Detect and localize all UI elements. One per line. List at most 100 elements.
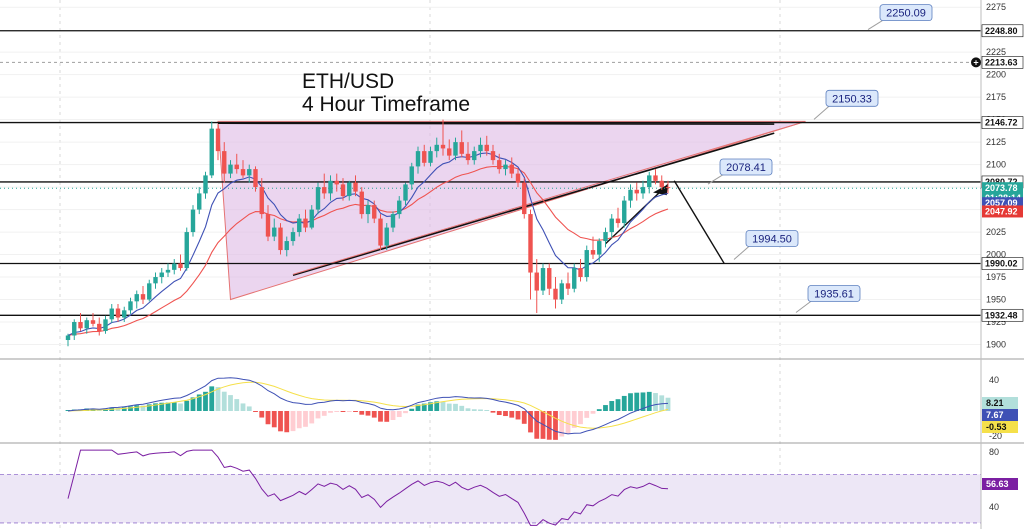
candle-body-15	[159, 272, 164, 278]
candle-layer	[65, 119, 671, 347]
macd-histogram-bar-77	[546, 411, 552, 440]
macd-histogram-bar-95	[659, 395, 665, 411]
candle-18	[178, 254, 183, 271]
rsi-value-badge: 56.63	[982, 478, 1018, 490]
macd-signal-badge-label: -0.53	[986, 422, 1007, 432]
candle-body-45	[347, 182, 352, 197]
macd-histogram-bar-82	[578, 411, 583, 425]
candle-49	[372, 200, 377, 224]
macd-value-badge: 7.67	[982, 409, 1018, 421]
candle-body-33	[272, 227, 277, 237]
candle-78	[553, 277, 558, 309]
price-tick-label-1: 1925	[986, 317, 1006, 327]
candle-21	[197, 187, 202, 215]
candle-body-0	[65, 335, 71, 341]
price-tick-label-14: 2275	[986, 2, 1006, 12]
candle-69	[497, 153, 502, 174]
macd-histogram-bar-31	[259, 411, 265, 418]
candle-39	[309, 205, 314, 230]
candle-body-77	[547, 268, 552, 289]
macd-histogram-bar-46	[353, 411, 358, 412]
candle-body-12	[140, 294, 146, 300]
price-badge-4: 1990.02	[981, 257, 1024, 270]
price-badge-1: 2213.63	[981, 56, 1024, 69]
candle-body-57	[422, 151, 427, 163]
ema-fast-badge-label: 2057.09	[985, 198, 1018, 208]
macd-histogram-bar-26	[228, 395, 233, 411]
candle-body-7	[109, 308, 114, 320]
macd-histogram-bar-57	[421, 403, 427, 411]
candle-37	[297, 214, 302, 237]
candle-body-36	[290, 232, 296, 242]
candle-body-84	[590, 250, 596, 255]
chart-subtitle: 4 Hour Timeframe	[302, 93, 470, 116]
candle-body-76	[540, 268, 546, 291]
candle-body-37	[297, 218, 302, 233]
candle-68	[490, 144, 496, 165]
macd-histogram-bar-10	[128, 406, 133, 411]
candle-65	[472, 146, 477, 165]
candle-0	[65, 333, 71, 347]
macd-histogram-bar-60	[440, 401, 446, 411]
macd-histogram-bar-49	[371, 411, 377, 418]
candle-38	[303, 209, 308, 233]
candle-body-6	[103, 319, 108, 332]
callout-box-3	[745, 230, 799, 247]
callout-layer: 2250.09 2150.33 2078.41 1994.50 1935.61	[707, 4, 933, 313]
candle-15	[159, 268, 164, 284]
candle-body-62	[453, 142, 458, 156]
rsi-tick-label-0: 80	[989, 447, 999, 457]
candle-body-25	[222, 151, 227, 174]
price-badge-1-box	[981, 56, 1024, 69]
macd-histogram-bar-47	[359, 411, 365, 415]
macd-histogram-bar-22	[203, 391, 208, 411]
candle-body-21	[197, 193, 202, 210]
triangle-support-edge	[292, 120, 806, 275]
candle-10	[128, 297, 133, 314]
price-tick-label-12: 2200	[986, 70, 1006, 80]
candle-body-14	[153, 277, 158, 284]
macd-tick-label-0: 40	[989, 375, 999, 385]
candle-14	[153, 272, 158, 289]
candle-91	[634, 182, 639, 201]
candle-54	[403, 182, 408, 206]
candle-2	[78, 313, 83, 332]
ema-slow-badge-label: 2047.92	[985, 206, 1018, 216]
macd-histogram-bar-29	[246, 406, 252, 411]
macd-histogram-bar-84	[590, 411, 596, 414]
candle-body-40	[315, 187, 321, 210]
candle-body-23	[209, 128, 214, 176]
macd-histogram-bar-55	[409, 408, 415, 411]
candle-body-92	[640, 187, 646, 194]
macd-histogram-bar-85	[596, 409, 602, 411]
macd-histogram-bar-19	[184, 400, 190, 411]
candle-body-9	[122, 310, 127, 318]
candle-45	[347, 180, 352, 201]
macd-signal-badge: -0.53	[982, 421, 1018, 433]
macd-histogram-bar-86	[603, 405, 608, 411]
candle-31	[259, 178, 264, 219]
macd-histogram-bar-61	[446, 403, 452, 411]
candle-66	[478, 137, 483, 158]
candle-body-47	[359, 191, 364, 215]
candle-body-50	[378, 218, 383, 246]
callout-4: 1935.61	[795, 285, 861, 313]
price-badge-2: 2146.72	[981, 116, 1024, 129]
macd-histogram-bar-94	[653, 393, 658, 411]
callout-label-3: 1994.50	[752, 234, 792, 246]
candle-body-65	[472, 151, 477, 161]
candle-33	[272, 218, 277, 242]
candle-8	[115, 304, 121, 323]
macd-histogram-bar-37	[296, 411, 302, 429]
price-badge-2-box	[981, 116, 1024, 129]
candle-90	[628, 184, 633, 208]
candle-body-69	[497, 160, 502, 170]
macd-histogram-bar-83	[584, 411, 590, 418]
candle-body-88	[615, 218, 621, 224]
candle-body-4	[90, 320, 96, 324]
chart-title: ETH/USD	[302, 70, 394, 93]
candle-body-20	[190, 209, 196, 233]
macd-histogram-bar-18	[178, 403, 183, 411]
